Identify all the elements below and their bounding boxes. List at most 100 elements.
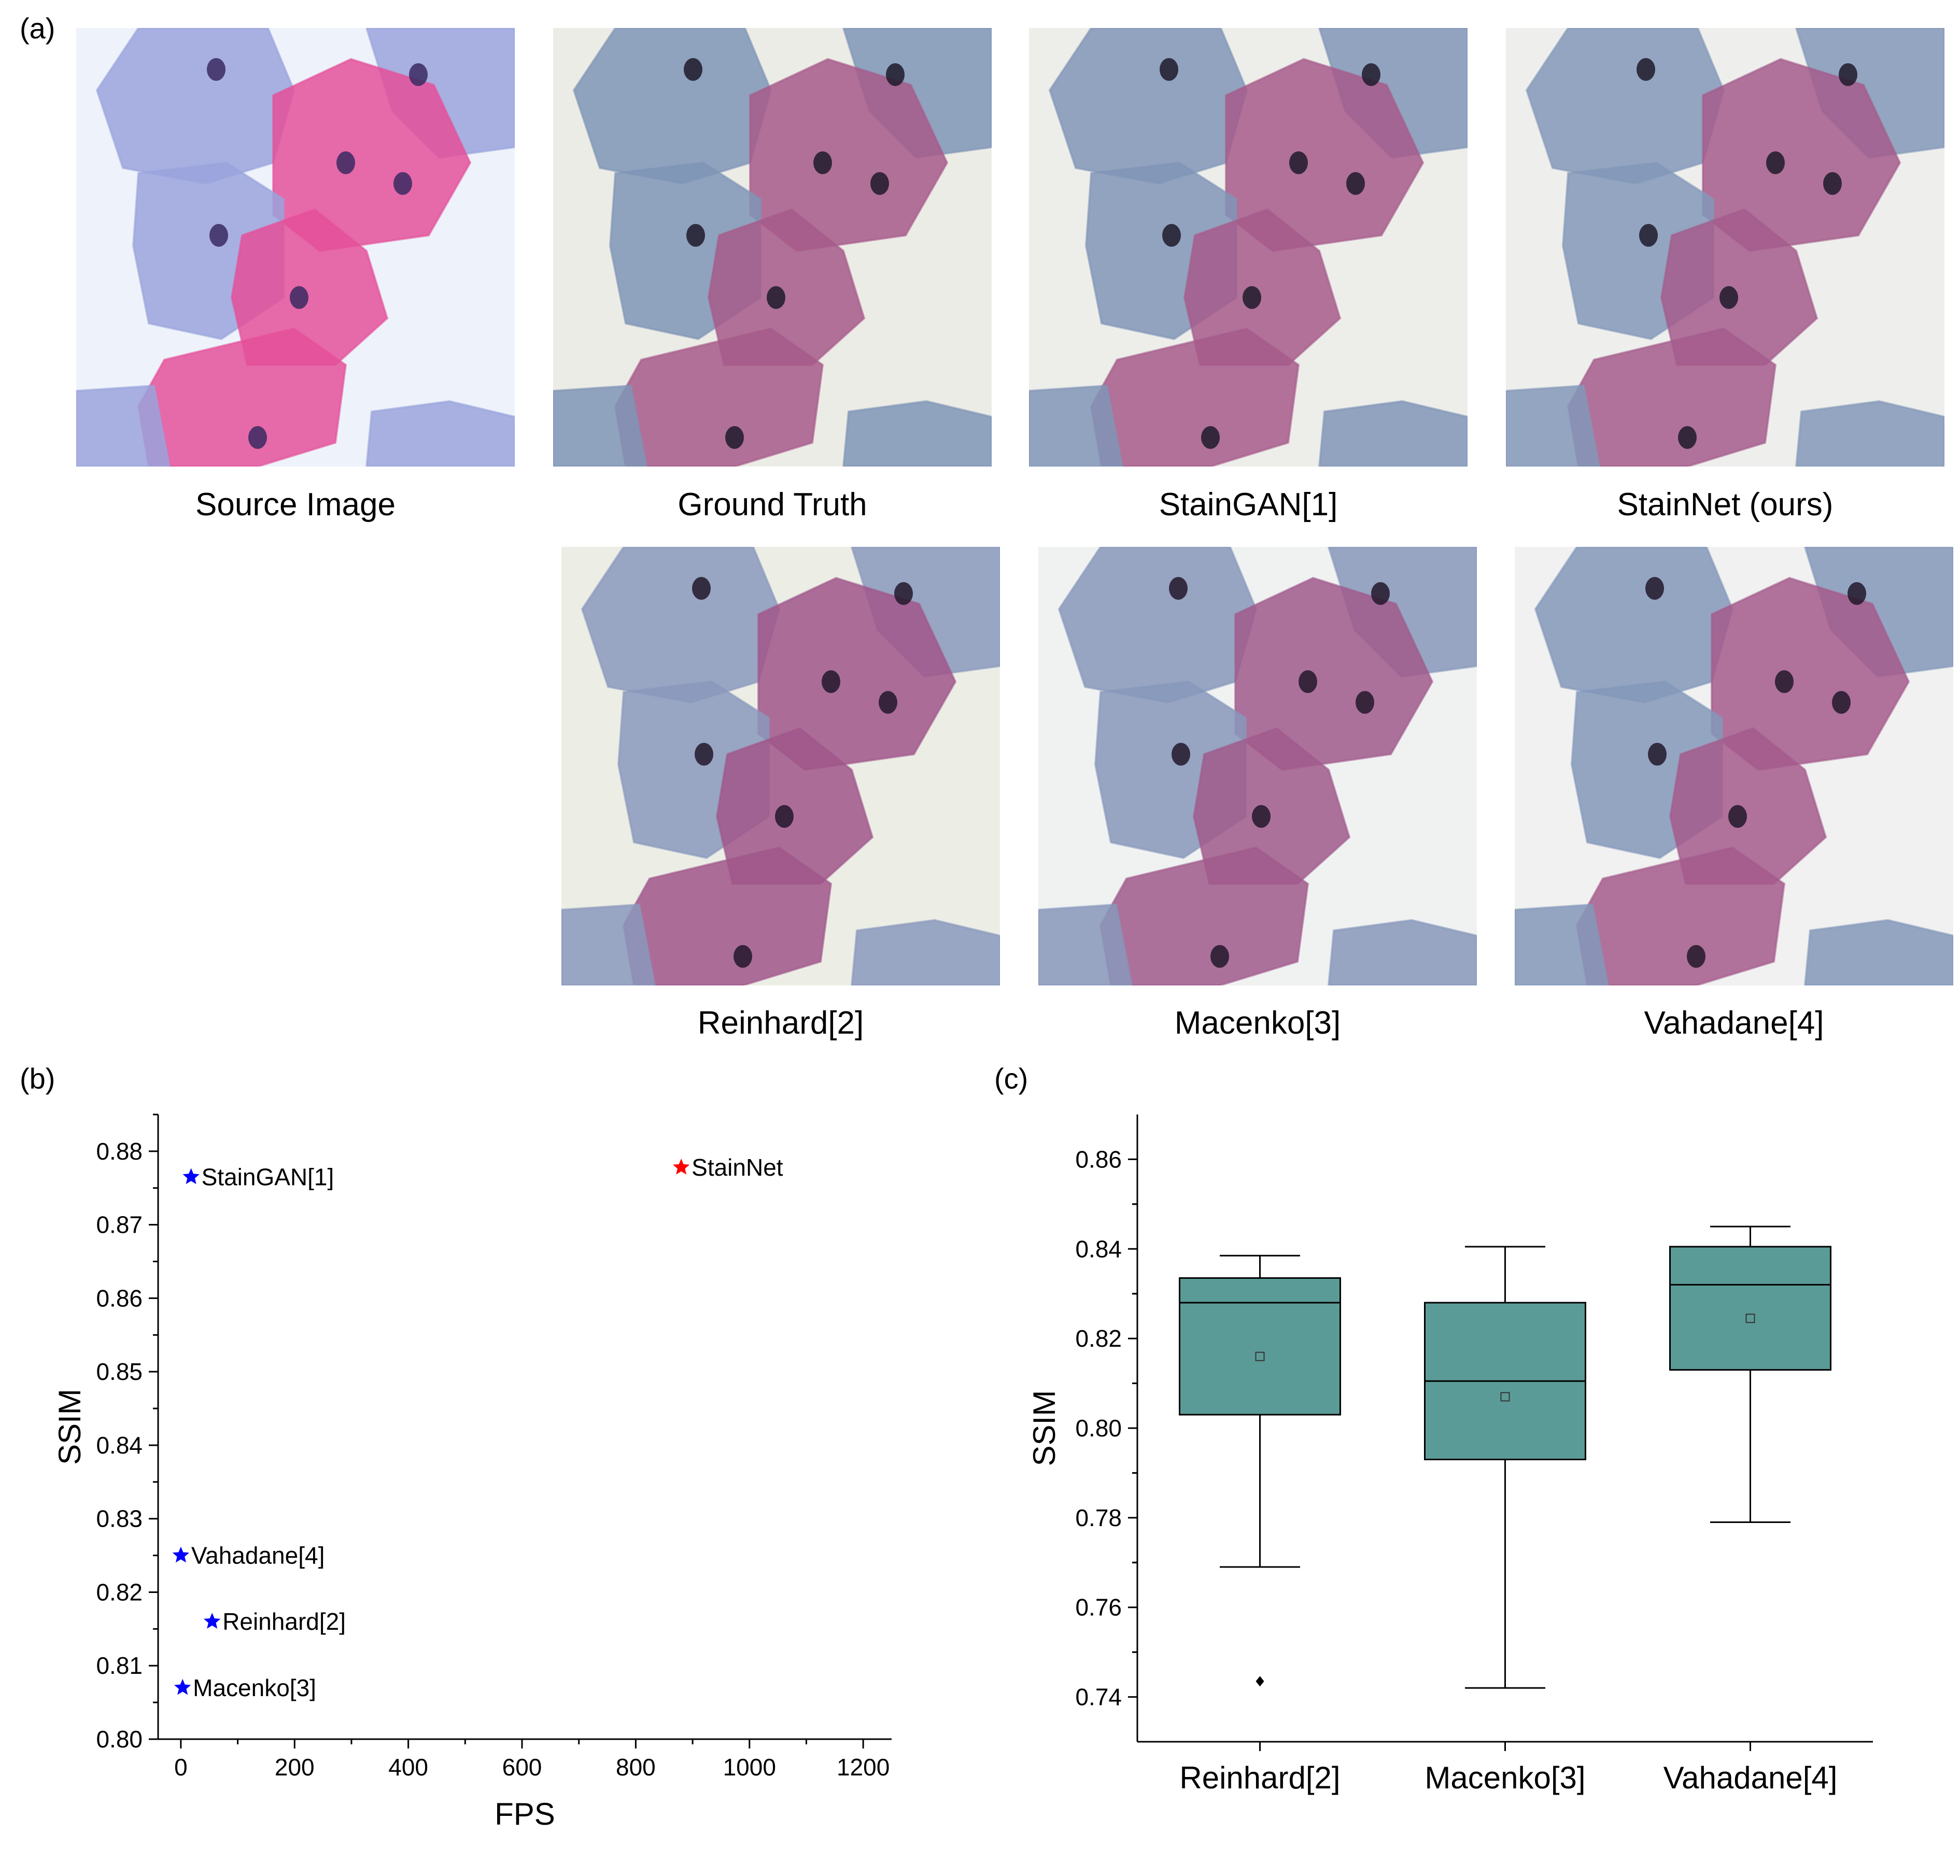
y-tick-label: 0.76 bbox=[1075, 1594, 1122, 1621]
nucleus bbox=[734, 945, 752, 968]
cell bbox=[1048, 28, 1248, 185]
y-tick-label: 0.85 bbox=[96, 1358, 143, 1385]
cytology-illustration bbox=[1515, 547, 1953, 985]
nucleus bbox=[1728, 805, 1747, 828]
x-tick-label: 400 bbox=[388, 1754, 428, 1781]
cell bbox=[561, 903, 656, 985]
y-tick-label: 0.80 bbox=[96, 1726, 143, 1753]
x-tick-label: 1000 bbox=[723, 1754, 776, 1781]
x-axis-title: FPS bbox=[495, 1797, 555, 1831]
nucleus bbox=[1839, 63, 1857, 86]
cell bbox=[850, 919, 1000, 985]
nucleus bbox=[1719, 286, 1738, 309]
y-tick-label: 0.82 bbox=[96, 1578, 143, 1605]
image-source bbox=[76, 28, 515, 467]
cell bbox=[1318, 400, 1468, 467]
cell bbox=[1660, 208, 1818, 366]
nucleus bbox=[1371, 582, 1390, 605]
y-tick-label: 0.86 bbox=[96, 1285, 143, 1311]
cytology-illustration bbox=[76, 28, 515, 467]
nucleus bbox=[1169, 577, 1188, 600]
caption-source-image: Source Image bbox=[195, 487, 396, 523]
box-iqr bbox=[1179, 1277, 1341, 1416]
y-tick-label: 0.82 bbox=[1075, 1325, 1122, 1352]
nucleus bbox=[1160, 58, 1178, 81]
nucleus bbox=[879, 691, 897, 714]
caption-macenko: Macenko[3] bbox=[1174, 1005, 1341, 1041]
nucleus bbox=[686, 224, 705, 247]
cytology-illustration bbox=[1038, 547, 1477, 985]
x-tick-label: 0 bbox=[174, 1754, 188, 1781]
data-point-label: Reinhard[2] bbox=[222, 1608, 346, 1635]
nucleus bbox=[1848, 582, 1866, 605]
nucleus bbox=[695, 743, 713, 766]
nucleus bbox=[813, 151, 832, 174]
nucleus bbox=[894, 582, 913, 605]
cell bbox=[1506, 384, 1601, 467]
cell bbox=[572, 28, 772, 185]
caption-ground-truth: Ground Truth bbox=[678, 487, 867, 523]
cytology-illustration bbox=[553, 28, 992, 467]
cell bbox=[76, 384, 171, 467]
cell bbox=[553, 384, 648, 467]
nucleus bbox=[207, 58, 225, 81]
nucleus bbox=[1201, 426, 1220, 449]
nucleus bbox=[886, 63, 905, 86]
cell bbox=[1029, 384, 1124, 467]
x-category-label: Reinhard[2] bbox=[1179, 1760, 1340, 1795]
x-tick-label: 200 bbox=[275, 1754, 315, 1781]
nucleus bbox=[1766, 151, 1785, 174]
cell bbox=[1525, 28, 1725, 185]
nucleus bbox=[870, 172, 889, 195]
panel-label-a: (a) bbox=[20, 12, 55, 45]
cell bbox=[95, 28, 295, 185]
panel-label-b: (b) bbox=[20, 1062, 55, 1095]
nucleus bbox=[1687, 945, 1705, 968]
nucleus bbox=[1637, 58, 1655, 81]
x-category-label: Vahadane[4] bbox=[1663, 1760, 1838, 1795]
nucleus bbox=[1362, 63, 1380, 86]
nucleus bbox=[1639, 224, 1658, 247]
cell bbox=[1669, 727, 1827, 885]
cell bbox=[581, 547, 781, 704]
cell bbox=[1515, 903, 1610, 985]
nucleus bbox=[1356, 691, 1374, 714]
nucleus bbox=[1243, 286, 1261, 309]
nucleus bbox=[692, 577, 711, 600]
cell bbox=[1795, 400, 1944, 467]
nucleus bbox=[393, 172, 412, 195]
nucleus bbox=[775, 805, 794, 828]
data-point-label: StainGAN[1] bbox=[202, 1164, 334, 1191]
data-point-label: StainNet bbox=[692, 1154, 783, 1181]
nucleus bbox=[1823, 172, 1842, 195]
cell bbox=[1327, 919, 1477, 985]
caption-vahadane: Vahadane[4] bbox=[1644, 1005, 1824, 1041]
nucleus bbox=[725, 426, 744, 449]
cytology-illustration bbox=[561, 547, 1000, 985]
data-point-star bbox=[174, 1678, 191, 1695]
box-plot-ssim: 0.74 0.76 0.78 0.80 0.82 0.84 0.86 SSIM Reinhard… bbox=[1027, 1115, 1873, 1795]
caption-reinhard: Reinhard[2] bbox=[697, 1005, 864, 1041]
nucleus bbox=[1252, 805, 1271, 828]
cell bbox=[1192, 727, 1351, 885]
nucleus bbox=[336, 151, 355, 174]
data-point-star bbox=[182, 1168, 200, 1184]
cell bbox=[1038, 903, 1133, 985]
nucleus bbox=[290, 286, 308, 309]
caption-staingan: StainGAN[1] bbox=[1159, 487, 1338, 523]
nucleus bbox=[1172, 743, 1190, 766]
y-tick-label: 0.84 bbox=[96, 1432, 143, 1459]
outlier-point bbox=[1256, 1676, 1264, 1687]
y-axis-title: SSIM bbox=[1027, 1390, 1062, 1466]
image-ground-truth bbox=[553, 28, 992, 467]
nucleus bbox=[1289, 151, 1308, 174]
data-point-star bbox=[172, 1546, 189, 1563]
cell bbox=[1057, 547, 1258, 704]
nucleus bbox=[1162, 224, 1181, 247]
mean-marker bbox=[1500, 1392, 1510, 1402]
data-point-star bbox=[673, 1159, 690, 1175]
image-staingan bbox=[1029, 28, 1468, 467]
y-tick-label: 0.78 bbox=[1075, 1504, 1122, 1531]
data-point-label: Macenko[3] bbox=[193, 1674, 316, 1701]
cell bbox=[230, 208, 389, 366]
